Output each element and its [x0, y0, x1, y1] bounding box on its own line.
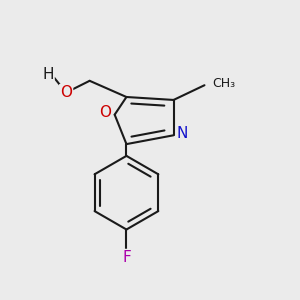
- Text: N: N: [177, 126, 188, 141]
- Text: F: F: [122, 250, 131, 265]
- Text: O: O: [99, 105, 111, 120]
- Text: CH₃: CH₃: [212, 77, 235, 90]
- Text: H: H: [42, 68, 54, 82]
- Text: O: O: [60, 85, 72, 100]
